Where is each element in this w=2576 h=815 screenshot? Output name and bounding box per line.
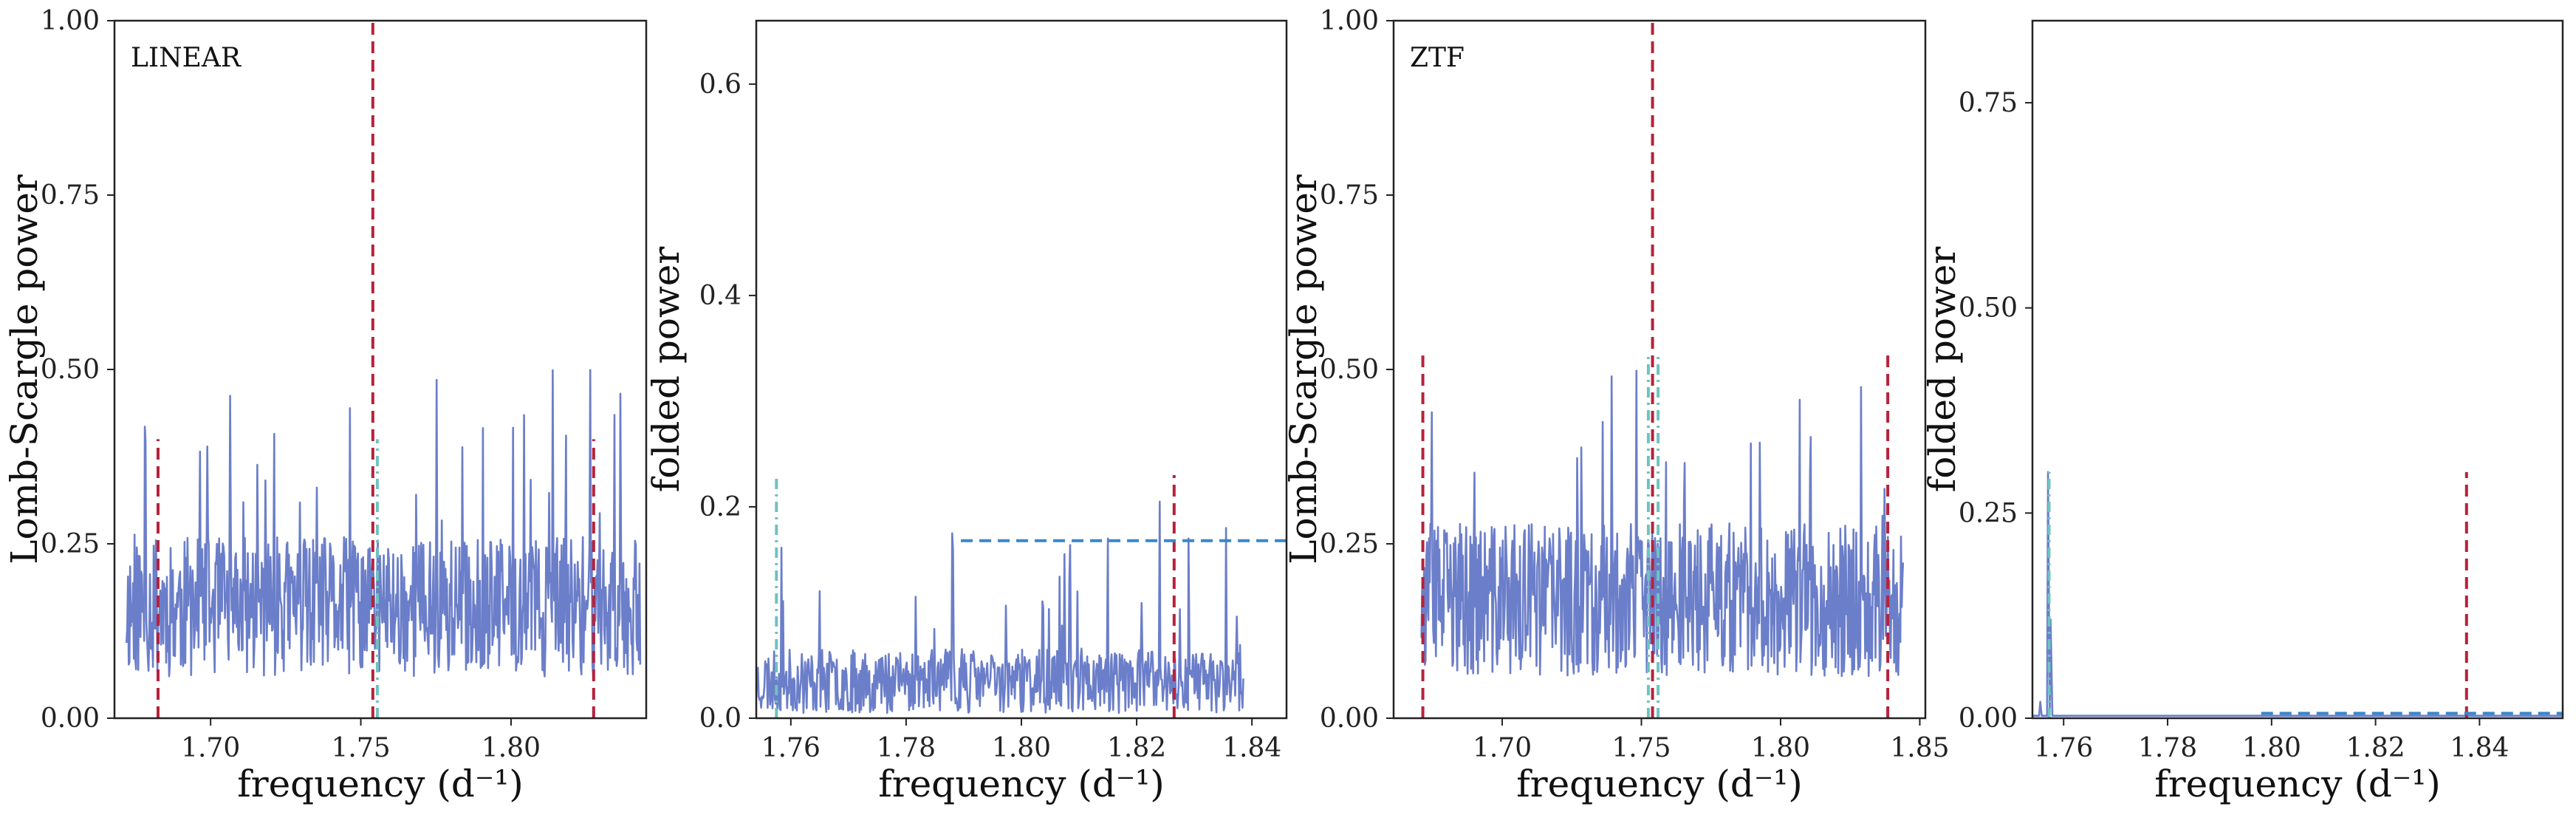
y-tick-label: 0.25 [41,529,100,559]
panel-label: LINEAR [131,43,242,73]
y-tick-label: 0.50 [1959,293,2018,324]
y-axis-title: folded power [1921,247,1964,493]
y-tick-label: 0.00 [1959,703,2018,734]
y-tick-label: 0.50 [41,355,100,385]
y-tick-label: 0.6 [699,69,741,100]
y-tick-label: 0.75 [1320,180,1379,211]
x-tick-label: 1.85 [1890,733,1949,763]
x-tick-label: 1.82 [2346,733,2405,763]
y-axis-title: Lomb-Scargle power [3,174,46,565]
x-tick-label: 1.80 [482,733,541,763]
x-axis-title: frequency (d⁻¹) [2154,763,2441,805]
y-tick-label: 0.2 [699,492,741,522]
x-tick-label: 1.70 [1473,733,1532,763]
x-tick-label: 1.82 [1107,733,1166,763]
data-series-line [2032,471,2563,717]
y-tick-label: 0.00 [41,703,100,734]
x-tick-label: 1.84 [2450,733,2509,763]
y-axis-title: folded power [645,247,688,493]
x-tick-label: 1.75 [331,733,390,763]
y-tick-label: 0.75 [1959,88,2018,118]
x-tick-label: 1.75 [1611,733,1671,763]
axes-frame [755,19,1288,720]
x-axis-title: frequency (d⁻¹) [878,763,1165,805]
x-tick-label: 1.78 [877,733,936,763]
panel-linear-periodogram: 1.70 1.75 1.80 0.00 0.25 0.50 0.75 1.00 frequenc… [3,6,648,805]
data-series-line [126,369,642,678]
data-series-line [1420,369,1905,678]
y-axis-title: Lomb-Scargle power [1282,174,1325,565]
axes-frame [2031,19,2564,720]
x-tick-label: 1.80 [992,733,1051,763]
y-tick-label: 0.4 [699,281,741,311]
y-tick-label: 0.00 [1320,703,1379,734]
panel-ztf-folded: 1.76 1.78 1.80 1.82 1.84 0.00 0.25 0.50 0.75 freq… [1921,19,2564,805]
x-tick-label: 1.80 [1751,733,1810,763]
x-axis-title: frequency (d⁻¹) [237,763,524,805]
x-axis-title: frequency (d⁻¹) [1516,763,1803,805]
y-tick-label: 0.0 [699,703,741,734]
data-series-line [756,500,1244,715]
y-tick-label: 1.00 [41,6,100,36]
x-tick-label: 1.70 [181,733,240,763]
panel-linear-folded: 1.76 1.78 1.80 1.82 1.84 0.0 0.2 0.4 0.6 frequenc… [645,19,1288,805]
y-tick-label: 0.25 [1320,529,1379,559]
y-tick-label: 0.25 [1959,498,2018,528]
panel-label: ZTF [1410,43,1465,73]
x-tick-label: 1.76 [2034,733,2093,763]
x-tick-label: 1.78 [2138,733,2197,763]
panel-ztf-periodogram: 1.70 1.75 1.80 1.85 0.00 0.25 0.50 0.75 1.00 freq… [1282,6,1950,805]
x-tick-label: 1.76 [761,733,821,763]
x-tick-label: 1.84 [1222,733,1281,763]
y-tick-label: 0.75 [41,180,100,211]
y-tick-label: 0.50 [1320,355,1379,385]
x-tick-label: 1.80 [2242,733,2301,763]
y-tick-label: 1.00 [1320,6,1379,36]
